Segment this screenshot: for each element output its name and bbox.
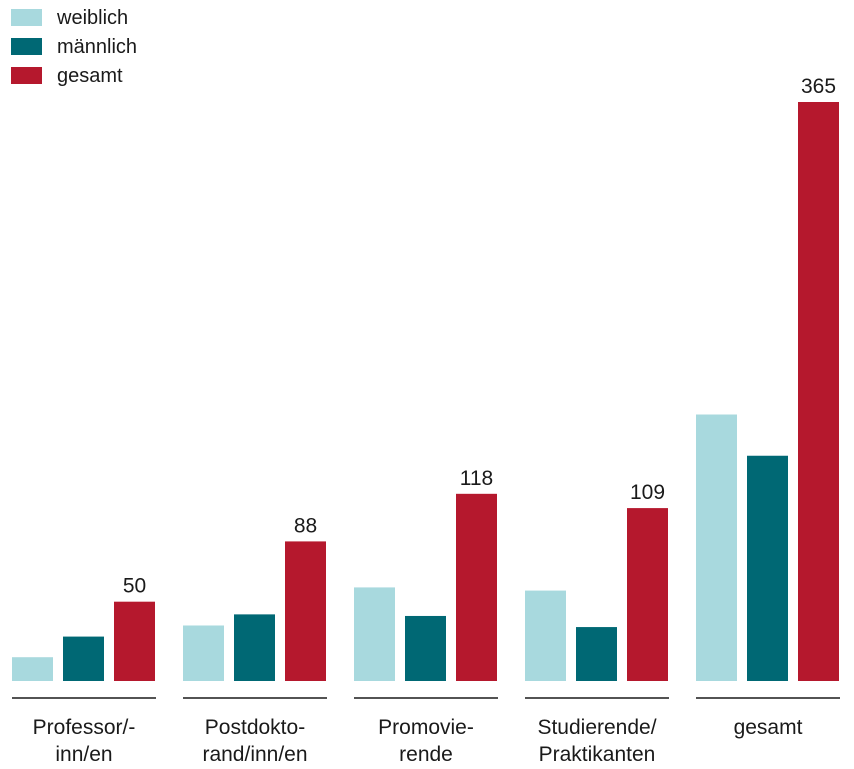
legend-label-2: gesamt	[57, 65, 123, 87]
value-label-1: 88	[294, 514, 317, 537]
value-label-0: 50	[123, 575, 146, 598]
bar-0-0	[12, 657, 53, 681]
category-labels-layer: Professor/- inn/en Postdokto-rand/inn/en Pr…	[33, 716, 803, 766]
bar-1-1	[234, 614, 275, 681]
bar-2-0	[354, 587, 395, 681]
bar-1-2	[285, 541, 326, 681]
bar-4-2	[798, 102, 839, 681]
category-label-0-line-0: Professor/-	[33, 716, 136, 739]
category-label-1-line-1: rand/inn/en	[202, 743, 307, 766]
bar-3-2	[627, 508, 668, 681]
bar-0-1	[63, 636, 104, 681]
bar-0-2	[114, 601, 155, 681]
legend-swatch-2	[11, 67, 42, 84]
bar-1-0	[183, 625, 224, 681]
legend-label-1: männlich	[57, 36, 137, 58]
category-label-2-line-1: rende	[399, 743, 453, 766]
category-label-3-line-0: Studierende/	[537, 716, 656, 739]
legend: weiblich männlich gesamt	[11, 7, 137, 87]
bar-4-0	[696, 414, 737, 681]
value-label-3: 109	[630, 481, 665, 504]
bar-3-0	[525, 590, 566, 681]
bar-2-2	[456, 493, 497, 681]
bar-3-1	[576, 627, 617, 681]
category-label-3-line-1: Praktikanten	[539, 743, 656, 766]
legend-label-0: weiblich	[56, 7, 128, 29]
category-label-2-line-0: Promovie-	[378, 716, 474, 739]
bars-layer	[12, 102, 839, 681]
value-label-4: 365	[801, 75, 836, 98]
legend-swatch-1	[11, 38, 42, 55]
category-label-4-line-0: gesamt	[734, 716, 803, 739]
value-label-2: 118	[460, 467, 493, 490]
category-label-0-line-1: inn/en	[55, 743, 112, 766]
category-label-1-line-0: Postdokto-	[205, 716, 305, 739]
bar-4-1	[747, 455, 788, 681]
value-labels-layer: 50 88 118 109 365	[123, 75, 836, 598]
legend-swatch-0	[11, 9, 42, 26]
bar-2-1	[405, 615, 446, 681]
